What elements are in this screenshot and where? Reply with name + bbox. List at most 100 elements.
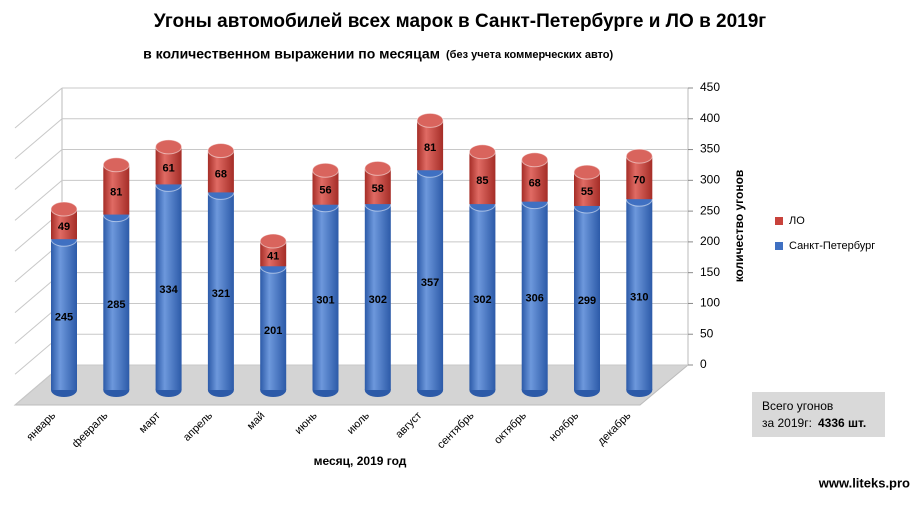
value-label: 321 — [212, 288, 230, 300]
bar-cap — [207, 143, 235, 159]
bar-body — [207, 192, 234, 390]
website: www.liteks.pro — [818, 475, 910, 490]
value-label: 306 — [526, 293, 544, 305]
bar-segment — [259, 233, 287, 267]
x-tick-label: май — [245, 410, 268, 433]
value-label: 68 — [215, 168, 227, 180]
x-tick-label: июнь — [293, 410, 320, 437]
x-tick-label: сентябрь — [435, 410, 477, 452]
bar-cap — [521, 152, 549, 168]
bar-body — [417, 120, 444, 171]
bar-segment — [102, 207, 130, 397]
value-label: 334 — [159, 284, 178, 296]
side-grid-line — [14, 179, 63, 221]
bar-segment — [155, 176, 183, 397]
x-tick-label: апрель — [181, 410, 215, 444]
chart-title: Угоны автомобилей всех марок в Санкт-Пет… — [154, 11, 767, 32]
bar-body — [521, 201, 548, 390]
bar-body — [260, 266, 287, 390]
value-label: 49 — [58, 221, 70, 233]
value-label: 55 — [581, 186, 593, 198]
total-line2: за 2019г: — [762, 416, 812, 430]
bar-segment — [50, 231, 78, 397]
value-label: 61 — [162, 163, 174, 175]
bar-segment — [50, 201, 78, 240]
bar-segment — [416, 112, 444, 171]
bar-body — [574, 205, 600, 390]
value-label: 301 — [316, 294, 334, 306]
x-tick-label: февраль — [70, 410, 111, 451]
y-tick-label: 150 — [700, 265, 720, 279]
bar-segment — [573, 164, 601, 206]
value-label: 285 — [107, 299, 125, 311]
value-label: 41 — [267, 251, 279, 263]
value-label: 357 — [421, 277, 439, 289]
side-grid-line — [14, 118, 63, 160]
total-value: 4336 шт. — [818, 416, 866, 430]
bar-segment — [207, 184, 235, 397]
bar-segment — [416, 162, 444, 397]
bar-body — [626, 199, 653, 390]
y-tick-label: 400 — [700, 111, 720, 125]
bar-cap — [312, 162, 339, 178]
chart-subtitle: в количественном выражении по месяцам — [143, 46, 440, 62]
bar-body — [469, 151, 496, 205]
bar-segment — [625, 148, 653, 200]
value-label: 310 — [630, 291, 648, 303]
value-label: 56 — [319, 184, 331, 196]
y-tick-label: 200 — [700, 234, 720, 248]
bar-cap — [416, 112, 444, 128]
x-tick-label: март — [137, 410, 163, 436]
bar-body — [417, 170, 444, 390]
y-tick-label: 350 — [700, 142, 720, 156]
value-label: 85 — [476, 175, 488, 187]
bar-cap — [468, 144, 496, 160]
y-tick-label: 300 — [700, 173, 720, 187]
legend-swatch — [775, 217, 783, 225]
x-tick-label: ноябрь — [547, 410, 581, 444]
bar-body — [103, 164, 130, 215]
bar-cap — [259, 233, 287, 249]
bar-body — [103, 214, 130, 390]
value-label: 70 — [633, 175, 645, 187]
y-tick-label: 250 — [700, 203, 720, 217]
bar-cap — [155, 139, 183, 155]
bar-body — [155, 184, 182, 390]
bar-segment — [312, 197, 339, 397]
y-tick-label: 100 — [700, 296, 720, 310]
x-tick-label: январь — [24, 410, 58, 444]
bar-segment — [625, 191, 653, 397]
x-tick-label: август — [393, 410, 424, 441]
x-tick-label: октябрь — [492, 410, 529, 447]
total-box — [752, 392, 885, 437]
bar-body — [51, 239, 77, 390]
side-grid-line — [14, 87, 63, 129]
bar-body — [364, 204, 391, 390]
total-line1: Всего угонов — [762, 399, 833, 413]
value-label: 201 — [264, 325, 282, 337]
y-axis-label: количество угонов — [732, 170, 746, 283]
bar-body — [469, 204, 496, 390]
bar-cap — [50, 201, 78, 217]
bar-segment — [521, 152, 549, 202]
bar-cap — [102, 157, 130, 173]
bar-segment — [364, 160, 392, 205]
bar-cap — [573, 164, 601, 180]
legend-label: Санкт-Петербург — [789, 240, 875, 252]
bar-segment — [312, 162, 339, 205]
y-tick-label: 450 — [700, 80, 720, 94]
bar-cap — [364, 160, 392, 176]
value-label: 68 — [529, 178, 541, 190]
value-label: 299 — [578, 295, 596, 307]
value-label: 81 — [424, 142, 436, 154]
value-label: 302 — [473, 294, 491, 306]
x-tick-label: июль — [345, 410, 372, 437]
bar-body — [312, 204, 339, 390]
bar-segment — [155, 139, 183, 185]
y-tick-label: 0 — [700, 357, 707, 371]
value-label: 58 — [372, 183, 384, 195]
value-label: 302 — [369, 294, 387, 306]
value-label: 81 — [110, 187, 122, 199]
value-label: 245 — [55, 312, 73, 324]
